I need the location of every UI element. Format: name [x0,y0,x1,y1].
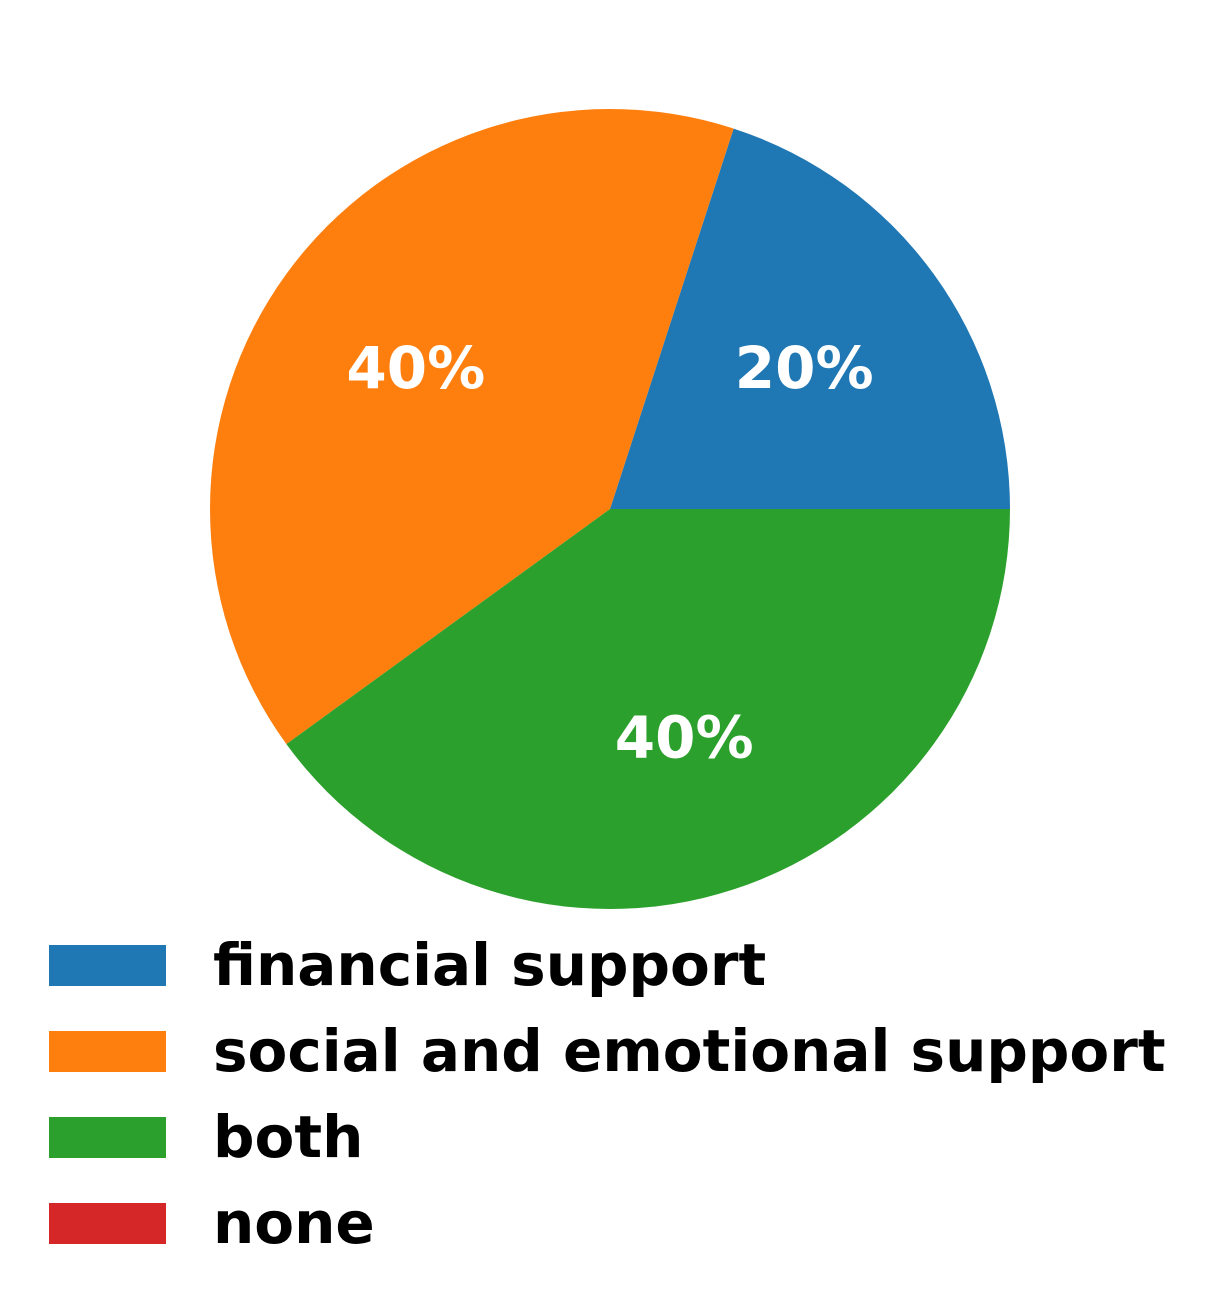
legend-swatch-both [49,1117,166,1158]
pie-slice-financial-support [610,128,1010,509]
pie-slice-labels: 20% 40% 40% [346,334,873,771]
legend: financial support social and emotional su… [49,931,1166,1257]
legend-label-social-and-emotional-support: social and emotional support [213,1017,1166,1085]
legend-label-both: both [213,1103,363,1171]
pie-label-financial-support: 20% [735,334,874,402]
pie-label-both: 40% [615,703,754,771]
legend-label-none: none [213,1189,375,1257]
legend-swatch-social-and-emotional-support [49,1031,166,1072]
pie-slice-both [286,509,1010,910]
pie-slices [210,109,1010,910]
legend-label-financial-support: financial support [213,931,766,999]
pie-slice-social-and-emotional-support [210,109,734,745]
legend-swatch-financial-support [49,945,166,986]
legend-swatch-none [49,1203,166,1244]
pie-label-social-and-emotional-support: 40% [346,334,485,402]
